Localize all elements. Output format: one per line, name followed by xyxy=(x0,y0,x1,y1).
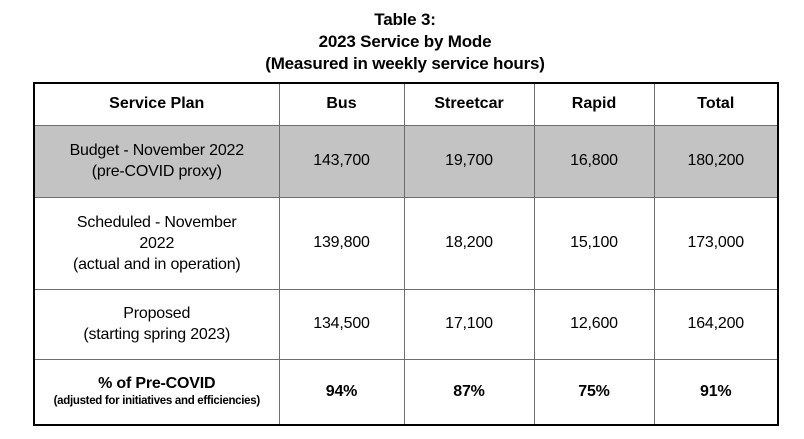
row-label-cell: % of Pre-COVID (adjusted for initiatives… xyxy=(33,358,280,426)
cell-scheduled-bus: 139,800 xyxy=(278,196,405,290)
row-label: % of Pre-COVID xyxy=(98,375,216,393)
title-line-3: (Measured in weekly service hours) xyxy=(265,54,545,73)
column-header-rapid: Rapid xyxy=(533,82,655,126)
column-header-bus: Bus xyxy=(278,82,405,126)
cell-proposed-total: 164,200 xyxy=(653,288,779,360)
cell-proposed-streetcar: 17,100 xyxy=(403,288,535,360)
cell-budget-streetcar: 19,700 xyxy=(403,124,535,198)
table-row-budget: Budget - November 2022 (pre-COVID proxy)… xyxy=(33,124,779,198)
table-row-scheduled: Scheduled - November 2022 (actual and in… xyxy=(33,196,779,290)
column-header-total: Total xyxy=(653,82,779,126)
row-label: Budget - November 2022 xyxy=(69,142,245,159)
cell-percent-streetcar: 87% xyxy=(403,358,535,426)
table-title: Table 3: 2023 Service by Mode (Measured … xyxy=(33,9,777,75)
row-label-cell: Scheduled - November 2022 (actual and in… xyxy=(33,196,280,290)
cell-budget-bus: 143,700 xyxy=(278,124,405,198)
cell-percent-rapid: 75% xyxy=(533,358,655,426)
row-sublabel: (adjusted for initiatives and efficienci… xyxy=(53,395,261,408)
row-label: Scheduled - November 2022 xyxy=(35,212,278,254)
cell-proposed-bus: 134,500 xyxy=(278,288,405,360)
row-label: Proposed xyxy=(123,305,191,322)
table-row-proposed: Proposed (starting spring 2023) 134,500 … xyxy=(33,288,779,360)
cell-percent-bus: 94% xyxy=(278,358,405,426)
column-header-service-plan: Service Plan xyxy=(33,82,280,126)
header-row: Service Plan Bus Streetcar Rapid Total xyxy=(33,82,779,126)
row-sublabel: (actual and in operation) xyxy=(72,255,241,273)
row-sublabel: (pre-COVID proxy) xyxy=(91,163,222,180)
cell-scheduled-streetcar: 18,200 xyxy=(403,196,535,290)
table-row-percent-precovid: % of Pre-COVID (adjusted for initiatives… xyxy=(33,358,779,426)
cell-scheduled-rapid: 15,100 xyxy=(533,196,655,290)
cell-scheduled-total: 173,000 xyxy=(653,196,779,290)
title-line-1: Table 3: xyxy=(374,10,436,29)
cell-percent-total: 91% xyxy=(653,358,779,426)
column-header-streetcar: Streetcar xyxy=(403,82,535,126)
cell-proposed-rapid: 12,600 xyxy=(533,288,655,360)
row-label-text: Scheduled - November 2022 xyxy=(76,213,237,252)
row-sublabel: (starting spring 2023) xyxy=(83,326,231,343)
cell-budget-total: 180,200 xyxy=(653,124,779,198)
title-line-2: 2023 Service by Mode xyxy=(318,32,492,51)
service-by-mode-table: Service Plan Bus Streetcar Rapid Total B… xyxy=(33,82,779,426)
cell-budget-rapid: 16,800 xyxy=(533,124,655,198)
row-label-cell: Budget - November 2022 (pre-COVID proxy) xyxy=(33,124,280,198)
row-label-cell: Proposed (starting spring 2023) xyxy=(33,288,280,360)
